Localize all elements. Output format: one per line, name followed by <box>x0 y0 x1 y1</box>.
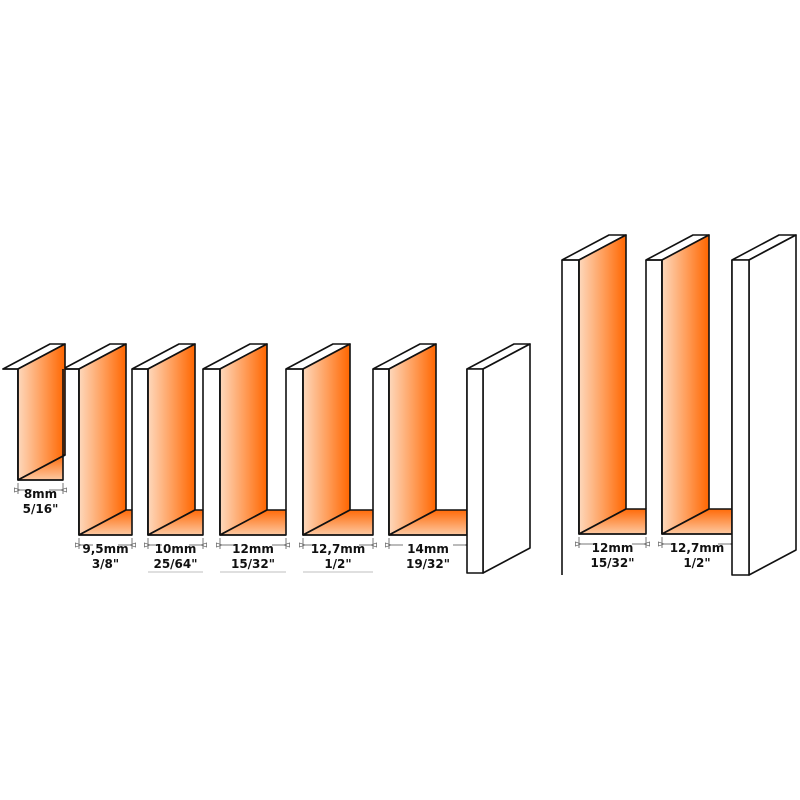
dimension-r2-mm-label: 12,7mm <box>670 541 725 555</box>
dimension-4-inch-label: 15/32" <box>231 557 275 571</box>
dimension-2-mm-label: 9,5mm <box>82 542 128 556</box>
dimension-5-mm-label: 12,7mm <box>311 542 366 556</box>
dimension-r1-mm-label: 12mm <box>592 541 634 555</box>
slot-2-back-wall <box>78 343 127 536</box>
slot-6-back-wall <box>388 343 437 536</box>
dimension-6-inch-label: 19/32" <box>406 557 450 571</box>
slot-r2-back-wall <box>661 234 710 535</box>
slot-r1-back-wall <box>578 234 627 535</box>
dimension-3-inch-label: 25/64" <box>153 557 197 571</box>
dimension-1-mm-label: 8mm <box>24 487 57 501</box>
dimension-6-mm-label: 14mm <box>407 542 449 556</box>
end-board-right-side <box>748 234 797 576</box>
slot-3-back-wall <box>147 343 196 536</box>
dimension-r2-inch-label: 1/2" <box>683 556 710 570</box>
end-board-right-front <box>731 259 750 576</box>
end-board-left-front <box>466 368 484 574</box>
end-board-left-side <box>482 343 531 574</box>
dimension-5-inch-label: 1/2" <box>324 557 351 571</box>
dimension-3-mm-label: 10mm <box>155 542 197 556</box>
slot-4-back-wall <box>219 343 268 536</box>
dimension-r1-inch-label: 15/32" <box>590 556 634 570</box>
dimension-4-mm-label: 12mm <box>232 542 274 556</box>
slot-5-back-wall <box>302 343 351 536</box>
dimension-2-inch-label: 3/8" <box>92 557 119 571</box>
dimension-1-inch-label: 5/16" <box>23 502 59 516</box>
